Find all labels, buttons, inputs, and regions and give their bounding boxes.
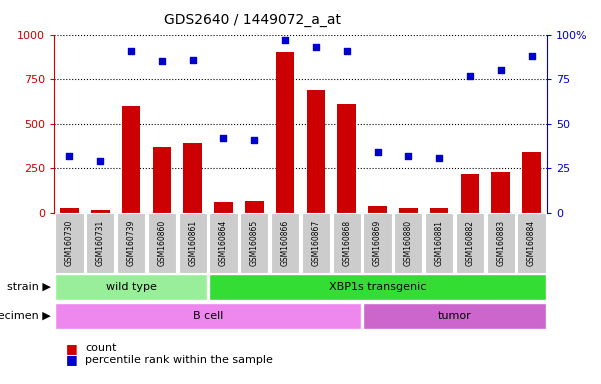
Bar <box>425 213 453 273</box>
Bar <box>307 90 325 213</box>
Text: GSM160880: GSM160880 <box>404 220 413 266</box>
Text: GSM160866: GSM160866 <box>281 220 290 266</box>
Point <box>435 155 444 161</box>
Bar <box>364 213 392 273</box>
Text: percentile rank within the sample: percentile rank within the sample <box>85 355 273 365</box>
Bar <box>517 213 546 273</box>
Bar <box>271 213 299 273</box>
Point <box>526 53 536 59</box>
Text: GDS2640 / 1449072_a_at: GDS2640 / 1449072_a_at <box>164 13 341 27</box>
Bar <box>86 213 114 273</box>
Bar <box>368 206 387 213</box>
Text: specimen ▶: specimen ▶ <box>0 311 51 321</box>
Bar <box>276 53 294 213</box>
Bar <box>91 210 109 213</box>
Text: strain ▶: strain ▶ <box>7 282 51 292</box>
Text: GSM160739: GSM160739 <box>127 220 136 266</box>
Bar <box>117 213 145 273</box>
Bar <box>148 213 176 273</box>
Point <box>280 37 290 43</box>
Text: GSM160881: GSM160881 <box>435 220 444 266</box>
Bar <box>55 303 361 329</box>
Bar <box>456 213 484 273</box>
Bar <box>122 106 140 213</box>
Bar <box>492 172 510 213</box>
Bar <box>178 213 207 273</box>
Bar <box>209 274 546 300</box>
Point <box>249 137 259 143</box>
Text: GSM160883: GSM160883 <box>496 220 505 266</box>
Bar <box>245 200 263 213</box>
Bar <box>522 152 541 213</box>
Point <box>403 153 413 159</box>
Text: ■: ■ <box>66 353 78 366</box>
Bar <box>55 274 207 300</box>
Bar <box>240 213 269 273</box>
Text: XBP1s transgenic: XBP1s transgenic <box>329 282 426 292</box>
Point <box>188 56 198 63</box>
Text: GSM160730: GSM160730 <box>65 220 74 266</box>
Bar <box>302 213 330 273</box>
Text: GSM160882: GSM160882 <box>465 220 474 266</box>
Bar <box>209 213 237 273</box>
Bar <box>55 213 84 273</box>
Bar <box>394 213 423 273</box>
Text: GSM160867: GSM160867 <box>311 220 320 266</box>
Point <box>496 67 505 73</box>
Text: GSM160865: GSM160865 <box>250 220 259 266</box>
Bar <box>364 303 546 329</box>
Text: count: count <box>85 343 117 353</box>
Bar <box>153 147 171 213</box>
Text: ■: ■ <box>66 342 78 355</box>
Point <box>465 73 475 79</box>
Bar <box>460 174 479 213</box>
Text: GSM160731: GSM160731 <box>96 220 105 266</box>
Point <box>219 135 228 141</box>
Point <box>126 48 136 54</box>
Point <box>65 153 75 159</box>
Bar <box>60 208 79 213</box>
Point <box>373 149 382 156</box>
Text: GSM160869: GSM160869 <box>373 220 382 266</box>
Text: tumor: tumor <box>438 311 471 321</box>
Bar <box>430 208 448 213</box>
Text: GSM160868: GSM160868 <box>342 220 351 266</box>
Bar <box>214 202 233 213</box>
Bar <box>487 213 515 273</box>
Point <box>342 48 352 54</box>
Text: GSM160864: GSM160864 <box>219 220 228 266</box>
Bar <box>399 208 418 213</box>
Text: wild type: wild type <box>106 282 156 292</box>
Point <box>96 158 105 164</box>
Point <box>157 58 166 65</box>
Text: GSM160860: GSM160860 <box>157 220 166 266</box>
Bar <box>332 213 361 273</box>
Bar <box>183 144 202 213</box>
Text: GSM160884: GSM160884 <box>527 220 536 266</box>
Point <box>311 44 321 50</box>
Text: B cell: B cell <box>193 311 224 321</box>
Text: GSM160861: GSM160861 <box>188 220 197 266</box>
Bar <box>338 104 356 213</box>
